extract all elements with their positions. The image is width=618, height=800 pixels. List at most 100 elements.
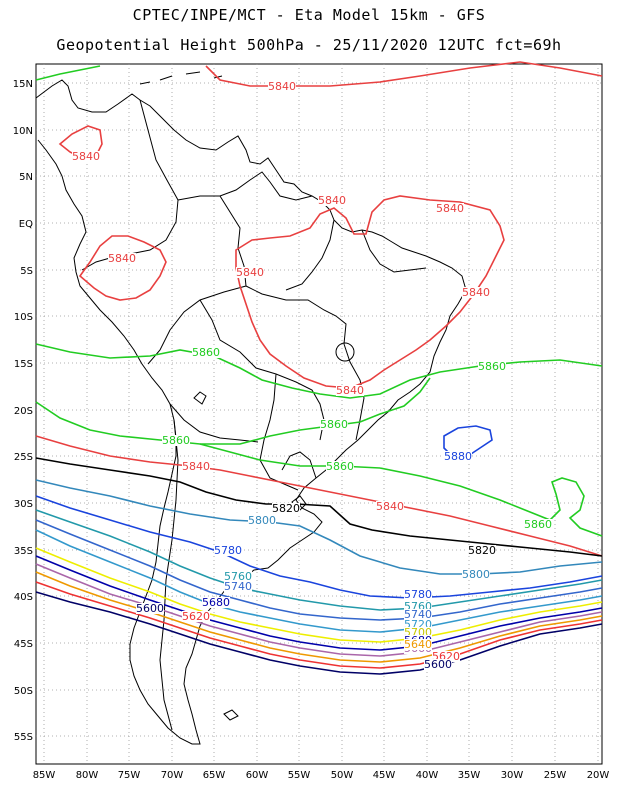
contour-5600 (35, 591, 603, 675)
gridlines (36, 64, 602, 764)
country-borders (81, 99, 427, 731)
contour-label: 5840 (318, 194, 346, 207)
lon-label: 40W (416, 770, 439, 781)
contour-label-bg (224, 571, 252, 582)
contour-label: 5880 (444, 450, 472, 463)
contour-label: 5840 (236, 266, 264, 279)
contour-5740 (35, 519, 603, 621)
lon-label: 80W (76, 770, 99, 781)
contour-5760 (35, 509, 603, 611)
contour-label-bg (192, 347, 220, 358)
contour-label: 5620 (182, 610, 210, 623)
contour-label-bg (236, 267, 264, 278)
contour-5720 (35, 529, 603, 633)
contours (35, 61, 603, 675)
contour-label: 5860 (326, 460, 354, 473)
contour-label: 5740 (404, 608, 432, 621)
contour-label-bg (268, 81, 296, 92)
contour-label-bg (376, 501, 404, 512)
contour-label: 5780 (404, 588, 432, 601)
contour-label: 5860 (162, 434, 190, 447)
contour-label: 5840 (436, 202, 464, 215)
contour-labels: 5840 5840 5840 5840 5840 5840 5840 5840 5840 5840… (72, 80, 552, 671)
contour-label: 5860 (478, 360, 506, 373)
lat-label: 40S (14, 592, 33, 603)
map-title: CPTEC/INPE/MCT - Eta Model 15km - GFS (132, 6, 486, 24)
lon-label: 25W (544, 770, 567, 781)
contour-label-bg (436, 203, 464, 214)
contour-5840-north (205, 61, 603, 87)
lat-label: 5N (19, 172, 33, 183)
contour-5660 (35, 563, 603, 657)
contour-label-bg (404, 627, 432, 638)
lon-label: 20W (587, 770, 610, 781)
lon-label: 60W (246, 770, 269, 781)
contour-label-bg (108, 253, 136, 264)
contour-label-bg (72, 151, 100, 162)
contour-label-bg (182, 461, 210, 472)
contour-5800 (35, 479, 603, 575)
contour-label-bg (424, 659, 452, 670)
lon-label: 45W (373, 770, 396, 781)
lon-label: 75W (118, 770, 141, 781)
lon-label: 85W (33, 770, 56, 781)
latitude-labels: 15N 10N 5N EQ 5S 10S 15S 20S 25S 30S 35S 40S 45S 50S 5… (13, 79, 33, 743)
contour-label: 5740 (224, 580, 252, 593)
lat-label: 20S (14, 406, 33, 417)
lat-label: 25S (14, 452, 33, 463)
contour-label: 5680 (202, 596, 230, 609)
lon-label: 50W (331, 770, 354, 781)
contour-label: 5860 (192, 346, 220, 359)
map-subtitle: Geopotential Height 500hPa - 25/11/2020 … (56, 36, 562, 54)
lon-label: 35W (458, 770, 481, 781)
contour-label-bg (320, 419, 348, 430)
contour-label-bg (404, 601, 432, 612)
pantanal-loop (335, 342, 355, 362)
lat-label: 55S (14, 732, 33, 743)
contour-label: 5820 (272, 502, 300, 515)
contour-label-bg (136, 603, 164, 614)
contour-label-bg (468, 545, 496, 556)
lat-label: 15N (13, 79, 33, 90)
lon-label: 30W (501, 770, 524, 781)
contour-label-bg (326, 461, 354, 472)
contour-5860-south (35, 377, 431, 445)
contour-5840-south (35, 435, 603, 557)
lat-label: 15S (14, 359, 33, 370)
lon-label: 55W (288, 770, 311, 781)
contour-label-bg (404, 639, 432, 650)
contour-label-bg (162, 435, 190, 446)
contour-label-bg (224, 581, 252, 592)
contour-label-bg (444, 451, 472, 462)
contour-label: 5600 (424, 658, 452, 671)
contour-label: 5840 (182, 460, 210, 473)
contour-label: 5800 (248, 514, 276, 527)
contour-label-bg (462, 287, 490, 298)
contour-label-bg (336, 385, 364, 396)
contour-label-bg (432, 651, 460, 662)
map-frame (35, 63, 603, 765)
caribbean-islands (139, 71, 223, 85)
falklands (223, 709, 239, 721)
contour-label: 5640 (404, 638, 432, 651)
lon-label: 65W (203, 770, 226, 781)
contour-label: 5840 (462, 286, 490, 299)
longitude-labels: 85W 80W 75W 70W 65W 60W 55W 50W 45W 40W 35W 30W 25W 2… (33, 770, 610, 781)
contour-label: 5840 (268, 80, 296, 93)
contour-label-bg (524, 519, 552, 530)
contour-label: 5840 (108, 252, 136, 265)
contour-5700 (35, 547, 603, 643)
lat-label: 45S (14, 639, 33, 650)
contour-label-bg (462, 569, 490, 580)
contour-label-bg (404, 619, 432, 630)
contour-label: 5600 (136, 602, 164, 615)
contour-label: 5780 (214, 544, 242, 557)
contour-label: 5840 (376, 500, 404, 513)
lat-label: 30S (14, 499, 33, 510)
contour-5840-central (235, 195, 505, 389)
contour-label: 5840 (72, 150, 100, 163)
contour-label-bg (478, 361, 506, 372)
contour-5680 (35, 555, 603, 651)
contour-label-bg (404, 589, 432, 600)
